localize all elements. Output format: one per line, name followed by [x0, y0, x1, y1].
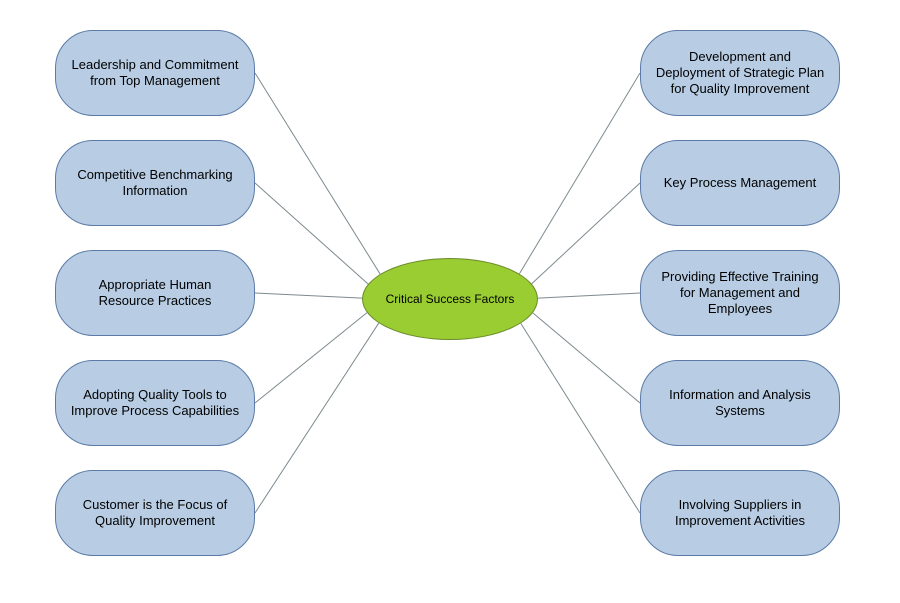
- outer-node-training: Providing Effective Training for Managem…: [640, 250, 840, 336]
- outer-node-label: Information and Analysis Systems: [655, 387, 825, 420]
- outer-node-leadership: Leadership and Commitment from Top Manag…: [55, 30, 255, 116]
- center-node-label: Critical Success Factors: [386, 292, 515, 307]
- center-node: Critical Success Factors: [362, 258, 538, 340]
- edge: [255, 73, 380, 274]
- outer-node-label: Appropriate Human Resource Practices: [70, 277, 240, 310]
- edge: [255, 323, 379, 513]
- outer-node-label: Key Process Management: [664, 175, 816, 191]
- edge: [533, 313, 640, 403]
- diagram-canvas: Critical Success Factors Leadership and …: [0, 0, 900, 603]
- outer-node-benchmarking: Competitive Benchmarking Information: [55, 140, 255, 226]
- outer-node-suppliers: Involving Suppliers in Improvement Activ…: [640, 470, 840, 556]
- outer-node-strategic-plan: Development and Deployment of Strategic …: [640, 30, 840, 116]
- edge: [521, 323, 640, 513]
- outer-node-label: Customer is the Focus of Quality Improve…: [70, 497, 240, 530]
- edge: [255, 183, 368, 284]
- outer-node-customer-focus: Customer is the Focus of Quality Improve…: [55, 470, 255, 556]
- edge: [538, 293, 640, 298]
- edge: [255, 313, 367, 403]
- outer-node-info-analysis: Information and Analysis Systems: [640, 360, 840, 446]
- outer-node-quality-tools: Adopting Quality Tools to Improve Proces…: [55, 360, 255, 446]
- outer-node-label: Competitive Benchmarking Information: [70, 167, 240, 200]
- outer-node-label: Development and Deployment of Strategic …: [655, 49, 825, 98]
- outer-node-label: Adopting Quality Tools to Improve Proces…: [70, 387, 240, 420]
- outer-node-label: Leadership and Commitment from Top Manag…: [70, 57, 240, 90]
- edge: [255, 293, 362, 298]
- edge: [532, 183, 640, 284]
- outer-node-label: Involving Suppliers in Improvement Activ…: [655, 497, 825, 530]
- outer-node-hr-practices: Appropriate Human Resource Practices: [55, 250, 255, 336]
- outer-node-process-mgmt: Key Process Management: [640, 140, 840, 226]
- outer-node-label: Providing Effective Training for Managem…: [655, 269, 825, 318]
- edge: [519, 73, 640, 274]
